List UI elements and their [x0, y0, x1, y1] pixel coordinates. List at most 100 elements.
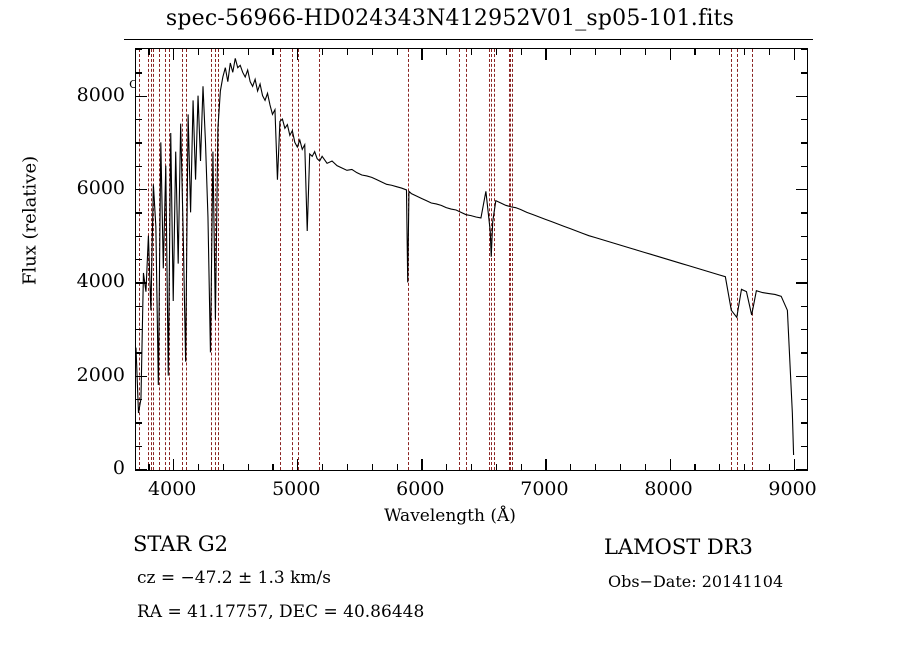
y-tick-label-6000: 6000 — [76, 177, 125, 199]
footer-survey-name: LAMOST DR3 — [604, 535, 753, 559]
y-tick-right-6000 — [796, 189, 807, 191]
y-tick-3500 — [136, 305, 142, 307]
y-tick-4000 — [136, 282, 147, 284]
x-tick-label-4000: 4000 — [148, 478, 197, 500]
x-tick-9000 — [793, 459, 795, 470]
line-marker-sii — [182, 49, 184, 470]
y-tick-right-7000 — [801, 142, 807, 144]
title-underline — [124, 39, 813, 40]
y-tick-3000 — [136, 329, 142, 331]
x-tick-top-5600 — [371, 49, 373, 55]
y-tick-9000 — [136, 49, 142, 51]
x-tick-7800 — [644, 464, 646, 470]
y-tick-right-4500 — [801, 259, 807, 261]
x-tick-top-7200 — [570, 49, 572, 55]
x-tick-top-9000 — [793, 49, 795, 60]
x-tick-8000 — [669, 459, 671, 470]
y-tick-right-4000 — [796, 282, 807, 284]
x-tick-top-3800 — [148, 49, 150, 55]
x-tick-top-8000 — [669, 49, 671, 60]
y-tick-right-500 — [801, 445, 807, 447]
x-tick-8800 — [768, 464, 770, 470]
y-tick-6500 — [136, 165, 142, 167]
line-marker-oiii — [292, 49, 294, 470]
y-axis-label: Flux (relative) — [19, 155, 41, 286]
line-marker-sii — [510, 49, 512, 470]
y-tick-right-5500 — [801, 212, 807, 214]
x-tick-7200 — [570, 464, 572, 470]
y-tick-2500 — [136, 352, 142, 354]
y-tick-right-9000 — [801, 49, 807, 51]
x-tick-5000 — [297, 459, 299, 470]
x-tick-top-7600 — [619, 49, 622, 55]
y-tick-8000 — [136, 95, 147, 97]
x-tick-label-9000: 9000 — [768, 478, 817, 500]
x-tick-4000 — [173, 459, 175, 470]
y-tick-right-0 — [796, 469, 807, 471]
line-marker-caii — [731, 49, 733, 470]
x-tick-top-4000 — [173, 49, 175, 60]
x-tick-5800 — [396, 464, 398, 470]
x-tick-label-5000: 5000 — [272, 478, 321, 500]
x-tick-top-7000 — [545, 49, 547, 60]
y-tick-label-2000: 2000 — [76, 363, 125, 386]
y-tick-5500 — [136, 212, 142, 214]
x-tick-7600 — [619, 464, 622, 470]
y-tick-7500 — [136, 119, 142, 121]
x-tick-5600 — [371, 464, 373, 470]
y-tick-0 — [136, 469, 147, 471]
y-tick-right-8000 — [796, 95, 807, 97]
line-marker-oiii — [298, 49, 300, 470]
x-tick-6800 — [520, 464, 522, 470]
x-tick-top-4800 — [272, 49, 274, 55]
y-tick-8500 — [136, 72, 142, 74]
line-marker-nii — [493, 49, 495, 470]
y-tick-right-5000 — [801, 235, 807, 237]
line-marker-mg — [319, 49, 320, 470]
x-tick-7400 — [595, 464, 597, 470]
x-tick-8400 — [719, 464, 721, 470]
y-tick-1000 — [136, 422, 142, 424]
y-tick-right-1000 — [801, 422, 807, 424]
x-tick-5400 — [346, 464, 349, 470]
x-tick-3800 — [148, 464, 150, 470]
line-marker-li — [509, 49, 511, 470]
x-tick-top-8800 — [768, 49, 770, 55]
x-tick-top-5800 — [396, 49, 398, 55]
x-tick-6600 — [495, 464, 497, 470]
y-tick-5000 — [136, 235, 142, 237]
x-tick-top-7400 — [595, 49, 597, 55]
y-tick-6000 — [136, 189, 147, 191]
footer-object-class: STAR G2 — [133, 532, 229, 556]
x-tick-6000 — [421, 459, 423, 470]
y-tick-2000 — [136, 375, 147, 377]
x-tick-top-5000 — [297, 49, 299, 60]
footer-observation-date: Obs−Date: 20141104 — [608, 572, 784, 591]
x-tick-top-8600 — [743, 49, 746, 55]
footer-coordinates: RA = 41.17757, DEC = 40.86448 — [137, 602, 425, 622]
x-tick-6400 — [471, 464, 473, 470]
x-tick-label-7000: 7000 — [520, 478, 569, 500]
figure-title: spec-56966-HD024343N412952V01_sp05-101.f… — [165, 6, 735, 31]
y-tick-right-3500 — [801, 305, 807, 307]
line-marker-caii — [736, 49, 738, 470]
line-marker-sii — [512, 49, 514, 470]
x-tick-top-5400 — [346, 49, 349, 55]
x-tick-6200 — [446, 464, 448, 470]
y-tick-4500 — [136, 259, 142, 261]
x-tick-4600 — [247, 464, 249, 470]
x-tick-top-4600 — [247, 49, 249, 55]
x-tick-4200 — [198, 464, 200, 470]
line-marker-oi — [466, 49, 468, 470]
x-tick-top-8400 — [719, 49, 721, 55]
x-tick-4800 — [272, 464, 274, 470]
y-tick-7000 — [136, 142, 142, 144]
y-tick-label-0: 0 — [112, 457, 125, 479]
x-tick-label-6000: 6000 — [396, 478, 445, 500]
footer-redshift-velocity: cz = −47.2 ± 1.3 km/s — [137, 568, 331, 588]
line-marker-nii — [489, 49, 491, 470]
x-tick-8600 — [743, 464, 746, 470]
line-marker-oiii — [218, 49, 220, 470]
y-tick-label-4000: 4000 — [76, 270, 125, 293]
